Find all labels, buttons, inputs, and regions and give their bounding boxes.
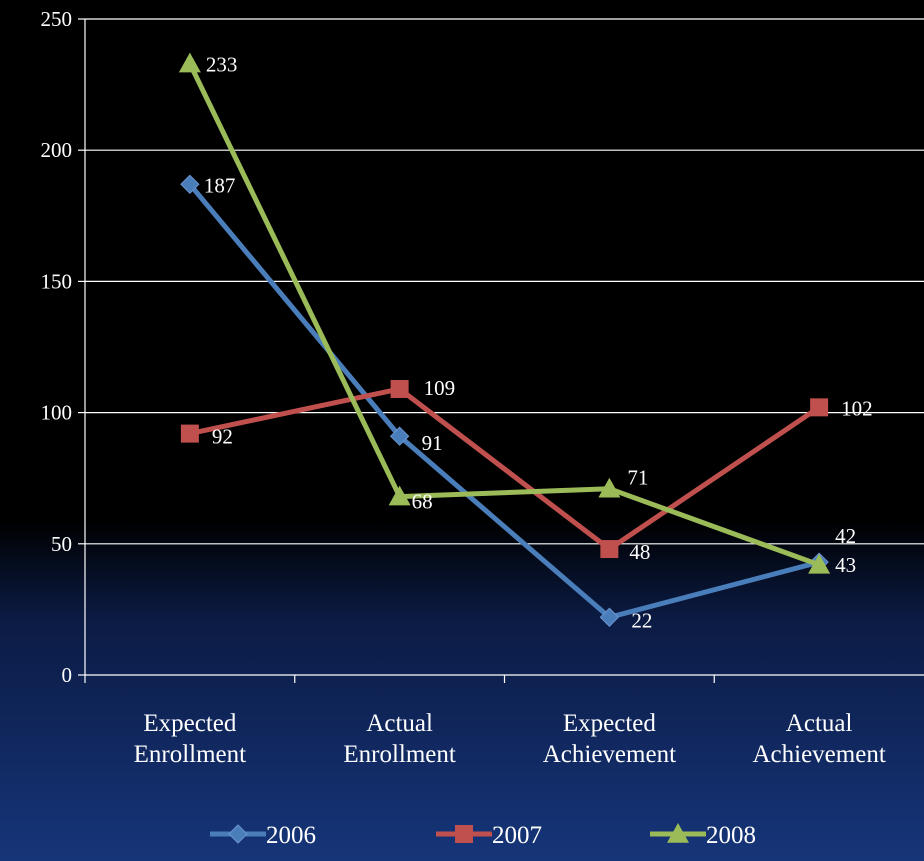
data-label-2008: 71 bbox=[627, 466, 648, 490]
data-point-2006 bbox=[180, 174, 200, 195]
series-layer bbox=[178, 52, 831, 627]
series-line-2008 bbox=[187, 61, 822, 568]
y-tick-label: 0 bbox=[62, 663, 73, 687]
y-tick-label: 250 bbox=[41, 7, 73, 31]
y-tick-label: 50 bbox=[51, 532, 72, 556]
data-point-2008 bbox=[808, 553, 831, 574]
data-point-2007 bbox=[390, 379, 409, 398]
x-tick-label: Expected Enrollment bbox=[134, 710, 247, 768]
series-line-2007 bbox=[187, 386, 822, 552]
data-point-2007 bbox=[180, 424, 199, 443]
legend-item-2007: 2007 bbox=[436, 822, 542, 849]
legend-marker-2006 bbox=[228, 824, 248, 844]
data-label-2008: 68 bbox=[412, 490, 433, 514]
x-tick-label: Actual Enrollment bbox=[343, 710, 456, 768]
x-tick-label: Actual Achievement bbox=[752, 710, 885, 768]
data-label-2006: 43 bbox=[835, 553, 856, 577]
data-label-2007: 92 bbox=[212, 425, 233, 449]
y-axis-ticks: 0 50 100 150 200 250 bbox=[41, 7, 85, 687]
data-point-2007 bbox=[810, 398, 829, 417]
axes bbox=[84, 19, 924, 683]
x-tick-label: Expected Achievement bbox=[543, 710, 676, 768]
gridlines bbox=[85, 18, 924, 545]
legend-item-2006: 2006 bbox=[210, 822, 316, 849]
series-line-2006 bbox=[187, 181, 822, 620]
data-point-2006 bbox=[389, 426, 410, 446]
legend-item-2008: 2008 bbox=[650, 822, 756, 849]
data-label-2006: 22 bbox=[631, 608, 652, 632]
data-point-2008 bbox=[598, 477, 621, 498]
data-label-2008: 233 bbox=[206, 53, 238, 77]
data-point-2008 bbox=[388, 485, 411, 506]
y-tick-label: 150 bbox=[41, 269, 73, 293]
legend-label-2008: 2008 bbox=[706, 822, 756, 849]
data-label-2007: 109 bbox=[424, 376, 456, 400]
legend-marker-2007 bbox=[455, 825, 473, 843]
legend-marker-2008 bbox=[667, 823, 689, 843]
data-label-2007: 102 bbox=[841, 396, 873, 420]
data-label-2007: 48 bbox=[629, 540, 650, 564]
legend-label-2006: 2006 bbox=[266, 822, 316, 849]
x-axis-labels: Expected Enrollment Actual Enrollment Expect… bbox=[134, 710, 886, 768]
data-label-2008: 42 bbox=[835, 524, 856, 548]
y-tick-label: 200 bbox=[41, 138, 73, 162]
data-point-2008 bbox=[178, 52, 201, 73]
data-label-2006: 187 bbox=[204, 173, 236, 197]
data-point-2006 bbox=[599, 607, 620, 627]
series-2008 bbox=[178, 52, 831, 574]
data-labels: 187 91 22 43 92 109 48 102 233 68 71 42 bbox=[204, 53, 873, 633]
legend: 2006 2007 2008 bbox=[210, 822, 756, 849]
data-label-2006: 91 bbox=[422, 431, 443, 455]
data-point-2007 bbox=[600, 540, 619, 559]
y-tick-label: 100 bbox=[41, 401, 73, 425]
series-2007 bbox=[180, 379, 829, 559]
legend-label-2007: 2007 bbox=[492, 822, 542, 849]
